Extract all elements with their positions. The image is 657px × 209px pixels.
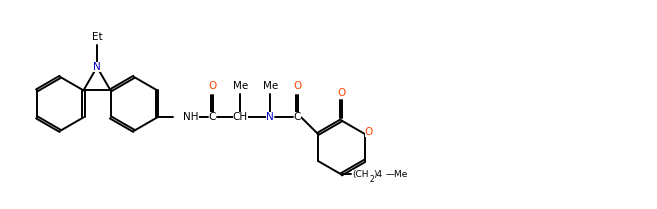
- Text: O: O: [337, 88, 346, 98]
- Text: N: N: [266, 112, 274, 122]
- Text: NH: NH: [183, 112, 199, 122]
- Text: —Me: —Me: [386, 170, 408, 179]
- Text: Et: Et: [92, 32, 102, 42]
- Text: Me: Me: [233, 81, 248, 91]
- Text: Me: Me: [263, 81, 278, 91]
- Text: 2: 2: [370, 175, 374, 184]
- Text: O: O: [293, 81, 302, 91]
- Text: C: C: [294, 112, 301, 122]
- Text: CH: CH: [233, 112, 248, 122]
- Text: N: N: [93, 62, 101, 72]
- Text: (CH: (CH: [352, 170, 369, 179]
- Text: C: C: [208, 112, 216, 122]
- Text: O: O: [208, 81, 216, 91]
- Text: )4: )4: [374, 170, 383, 179]
- Text: O: O: [365, 127, 373, 137]
